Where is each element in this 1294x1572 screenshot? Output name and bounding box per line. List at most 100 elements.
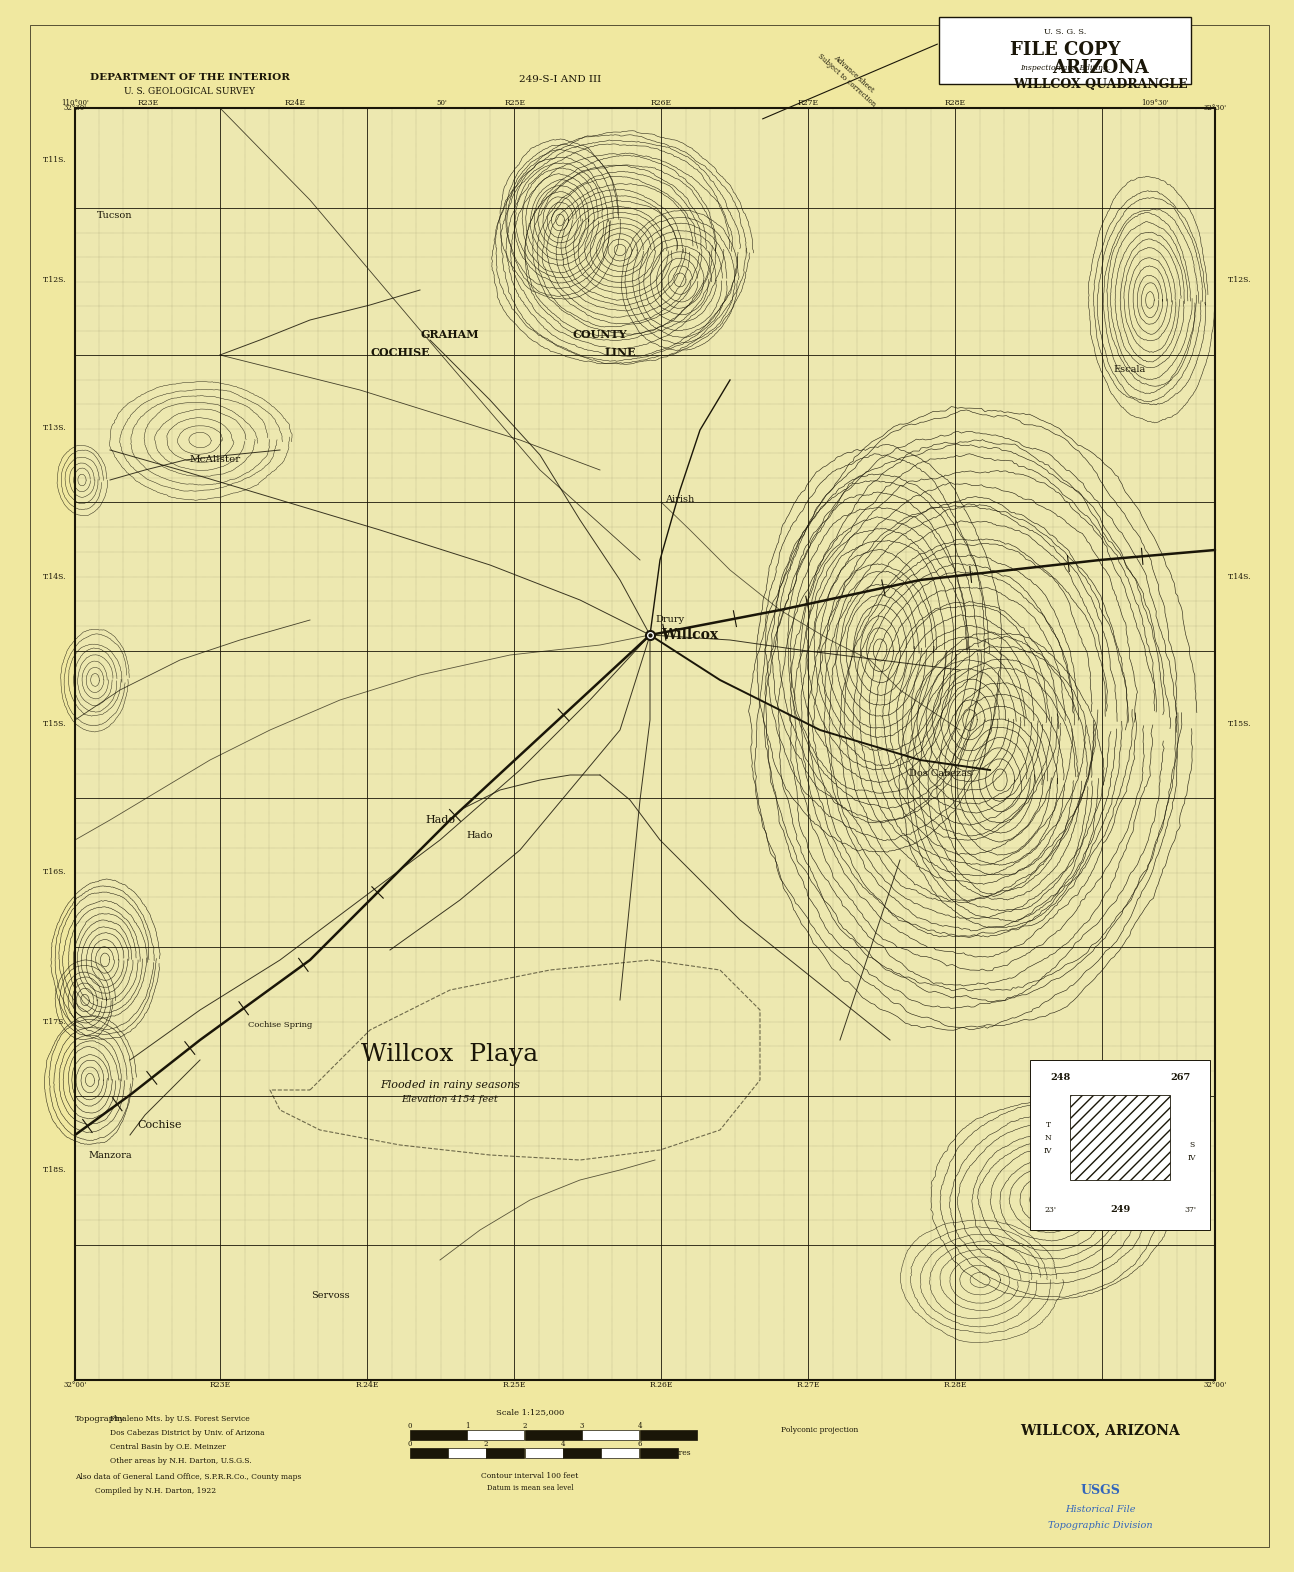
Text: R27E: R27E (797, 99, 819, 107)
Text: Compiled by N.H. Darton, 1922: Compiled by N.H. Darton, 1922 (94, 1487, 216, 1495)
Text: 32°30': 32°30' (1203, 104, 1227, 112)
Text: 23': 23' (1044, 1206, 1056, 1214)
Text: Contour interval 100 feet: Contour interval 100 feet (481, 1471, 578, 1479)
FancyBboxPatch shape (939, 17, 1190, 83)
Bar (410, 1431, 467, 1440)
Text: Kilometres: Kilometres (650, 1449, 691, 1457)
Text: Willcox: Willcox (661, 627, 718, 641)
Text: Hado: Hado (467, 830, 493, 839)
Text: R23E: R23E (137, 99, 159, 107)
Bar (600, 1448, 639, 1457)
Text: R.27E: R.27E (796, 1380, 819, 1390)
Text: 32°00': 32°00' (63, 1380, 87, 1390)
Bar (75, 108, 1215, 1380)
Text: IV: IV (1044, 1148, 1052, 1155)
Text: 6: 6 (638, 1440, 642, 1448)
Text: GRAHAM: GRAHAM (421, 330, 479, 341)
Text: T: T (1046, 1121, 1051, 1129)
Text: T.11S.: T.11S. (43, 156, 67, 163)
Text: 249-S-I AND III: 249-S-I AND III (519, 75, 602, 85)
Text: Drury: Drury (656, 616, 685, 624)
Text: WILLCOX, ARIZONA: WILLCOX, ARIZONA (1020, 1423, 1180, 1437)
Text: 4: 4 (560, 1440, 565, 1448)
Text: DEPARTMENT OF THE INTERIOR: DEPARTMENT OF THE INTERIOR (91, 74, 290, 82)
Text: R26E: R26E (651, 99, 672, 107)
Text: T.18S.: T.18S. (43, 1166, 67, 1174)
Text: Datum is mean sea level: Datum is mean sea level (487, 1484, 573, 1492)
Text: S: S (1189, 1141, 1194, 1149)
Text: T.14S.: T.14S. (43, 574, 67, 582)
Text: Airish: Airish (665, 495, 695, 505)
Text: COCHISE: COCHISE (370, 346, 430, 357)
Text: Pinaleno Mts. by U.S. Forest Service: Pinaleno Mts. by U.S. Forest Service (110, 1415, 250, 1423)
Text: T.12S.: T.12S. (1228, 277, 1251, 285)
Text: WILLCOX QUADRANGLE: WILLCOX QUADRANGLE (1013, 79, 1188, 91)
Text: 32°00': 32°00' (1203, 1380, 1227, 1390)
Text: T.13S.: T.13S. (43, 424, 67, 432)
Bar (525, 1448, 563, 1457)
Bar (467, 1431, 524, 1440)
Text: 3: 3 (580, 1423, 584, 1431)
Text: Polyconic projection: Polyconic projection (782, 1426, 859, 1434)
Text: 248: 248 (1049, 1074, 1070, 1083)
Text: 2: 2 (484, 1440, 488, 1448)
Text: Miles: Miles (650, 1431, 670, 1438)
Text: Elevation 4154 feet: Elevation 4154 feet (401, 1096, 498, 1105)
Text: 267: 267 (1170, 1074, 1190, 1083)
Text: Cochise Spring: Cochise Spring (248, 1020, 312, 1030)
Text: COUNTY: COUNTY (573, 330, 628, 341)
Text: U. S. GEOLOGICAL SURVEY: U. S. GEOLOGICAL SURVEY (124, 86, 255, 96)
Text: 0: 0 (408, 1440, 413, 1448)
Text: 32°30': 32°30' (63, 104, 87, 112)
Text: Advance sheet
Subject to correction: Advance sheet Subject to correction (817, 46, 884, 108)
Bar (525, 1431, 582, 1440)
Text: T.14S.: T.14S. (1228, 574, 1251, 582)
Text: Topographic Division: Topographic Division (1048, 1522, 1153, 1531)
Text: R25E: R25E (505, 99, 525, 107)
Text: N: N (1044, 1133, 1051, 1141)
Bar (641, 1431, 697, 1440)
Text: R.25E: R.25E (502, 1380, 525, 1390)
Text: McAlister: McAlister (189, 456, 241, 464)
Text: 0: 0 (408, 1423, 413, 1431)
Text: Flooded in rainy seasons: Flooded in rainy seasons (380, 1080, 520, 1089)
Text: Historical File: Historical File (1065, 1506, 1135, 1514)
Text: T.16S.: T.16S. (43, 868, 67, 876)
Text: R23E: R23E (210, 1380, 230, 1390)
Text: 37': 37' (1184, 1206, 1196, 1214)
Text: R24E: R24E (285, 99, 305, 107)
Text: Willcox  Playa: Willcox Playa (361, 1044, 538, 1066)
Text: R.28E: R.28E (943, 1380, 967, 1390)
Text: 50': 50' (436, 99, 448, 107)
Text: 1: 1 (465, 1423, 470, 1431)
Text: R28E: R28E (945, 99, 965, 107)
Text: Other areas by N.H. Darton, U.S.G.S.: Other areas by N.H. Darton, U.S.G.S. (110, 1457, 251, 1465)
Text: Dos Cabezas: Dos Cabezas (908, 769, 972, 778)
Text: Escala: Escala (1114, 366, 1146, 374)
Text: 4: 4 (638, 1423, 642, 1431)
Text: Cochise: Cochise (137, 1119, 182, 1130)
Text: R.24E: R.24E (356, 1380, 379, 1390)
Text: Inspection and Editing.: Inspection and Editing. (1020, 64, 1110, 72)
Text: 2: 2 (523, 1423, 527, 1431)
Text: Dos Cabezas District by Univ. of Arizona: Dos Cabezas District by Univ. of Arizona (110, 1429, 265, 1437)
Text: T.12S.: T.12S. (43, 277, 67, 285)
Text: R.26E: R.26E (650, 1380, 673, 1390)
Text: 249: 249 (1110, 1206, 1130, 1215)
Text: Also data of General Land Office, S.P.R.R.Co., County maps: Also data of General Land Office, S.P.R.… (75, 1473, 302, 1481)
Text: USGS: USGS (1080, 1484, 1119, 1497)
Bar (1070, 1096, 1170, 1181)
Text: T.17S.: T.17S. (43, 1019, 67, 1027)
Text: LINE: LINE (604, 346, 635, 357)
Text: 110°00': 110°00' (61, 99, 89, 107)
Text: ARIZONA: ARIZONA (1052, 60, 1148, 77)
Text: T.15S.: T.15S. (43, 720, 67, 728)
Text: 109°30': 109°30' (1141, 99, 1168, 107)
Text: Tucson: Tucson (97, 211, 133, 220)
Bar (487, 1448, 524, 1457)
Text: T.15S.: T.15S. (1228, 720, 1251, 728)
Text: Topography: Topography (75, 1415, 126, 1423)
Text: Hado: Hado (424, 814, 455, 825)
Text: Servoss: Servoss (311, 1291, 349, 1300)
Text: Manzora: Manzora (88, 1151, 132, 1160)
